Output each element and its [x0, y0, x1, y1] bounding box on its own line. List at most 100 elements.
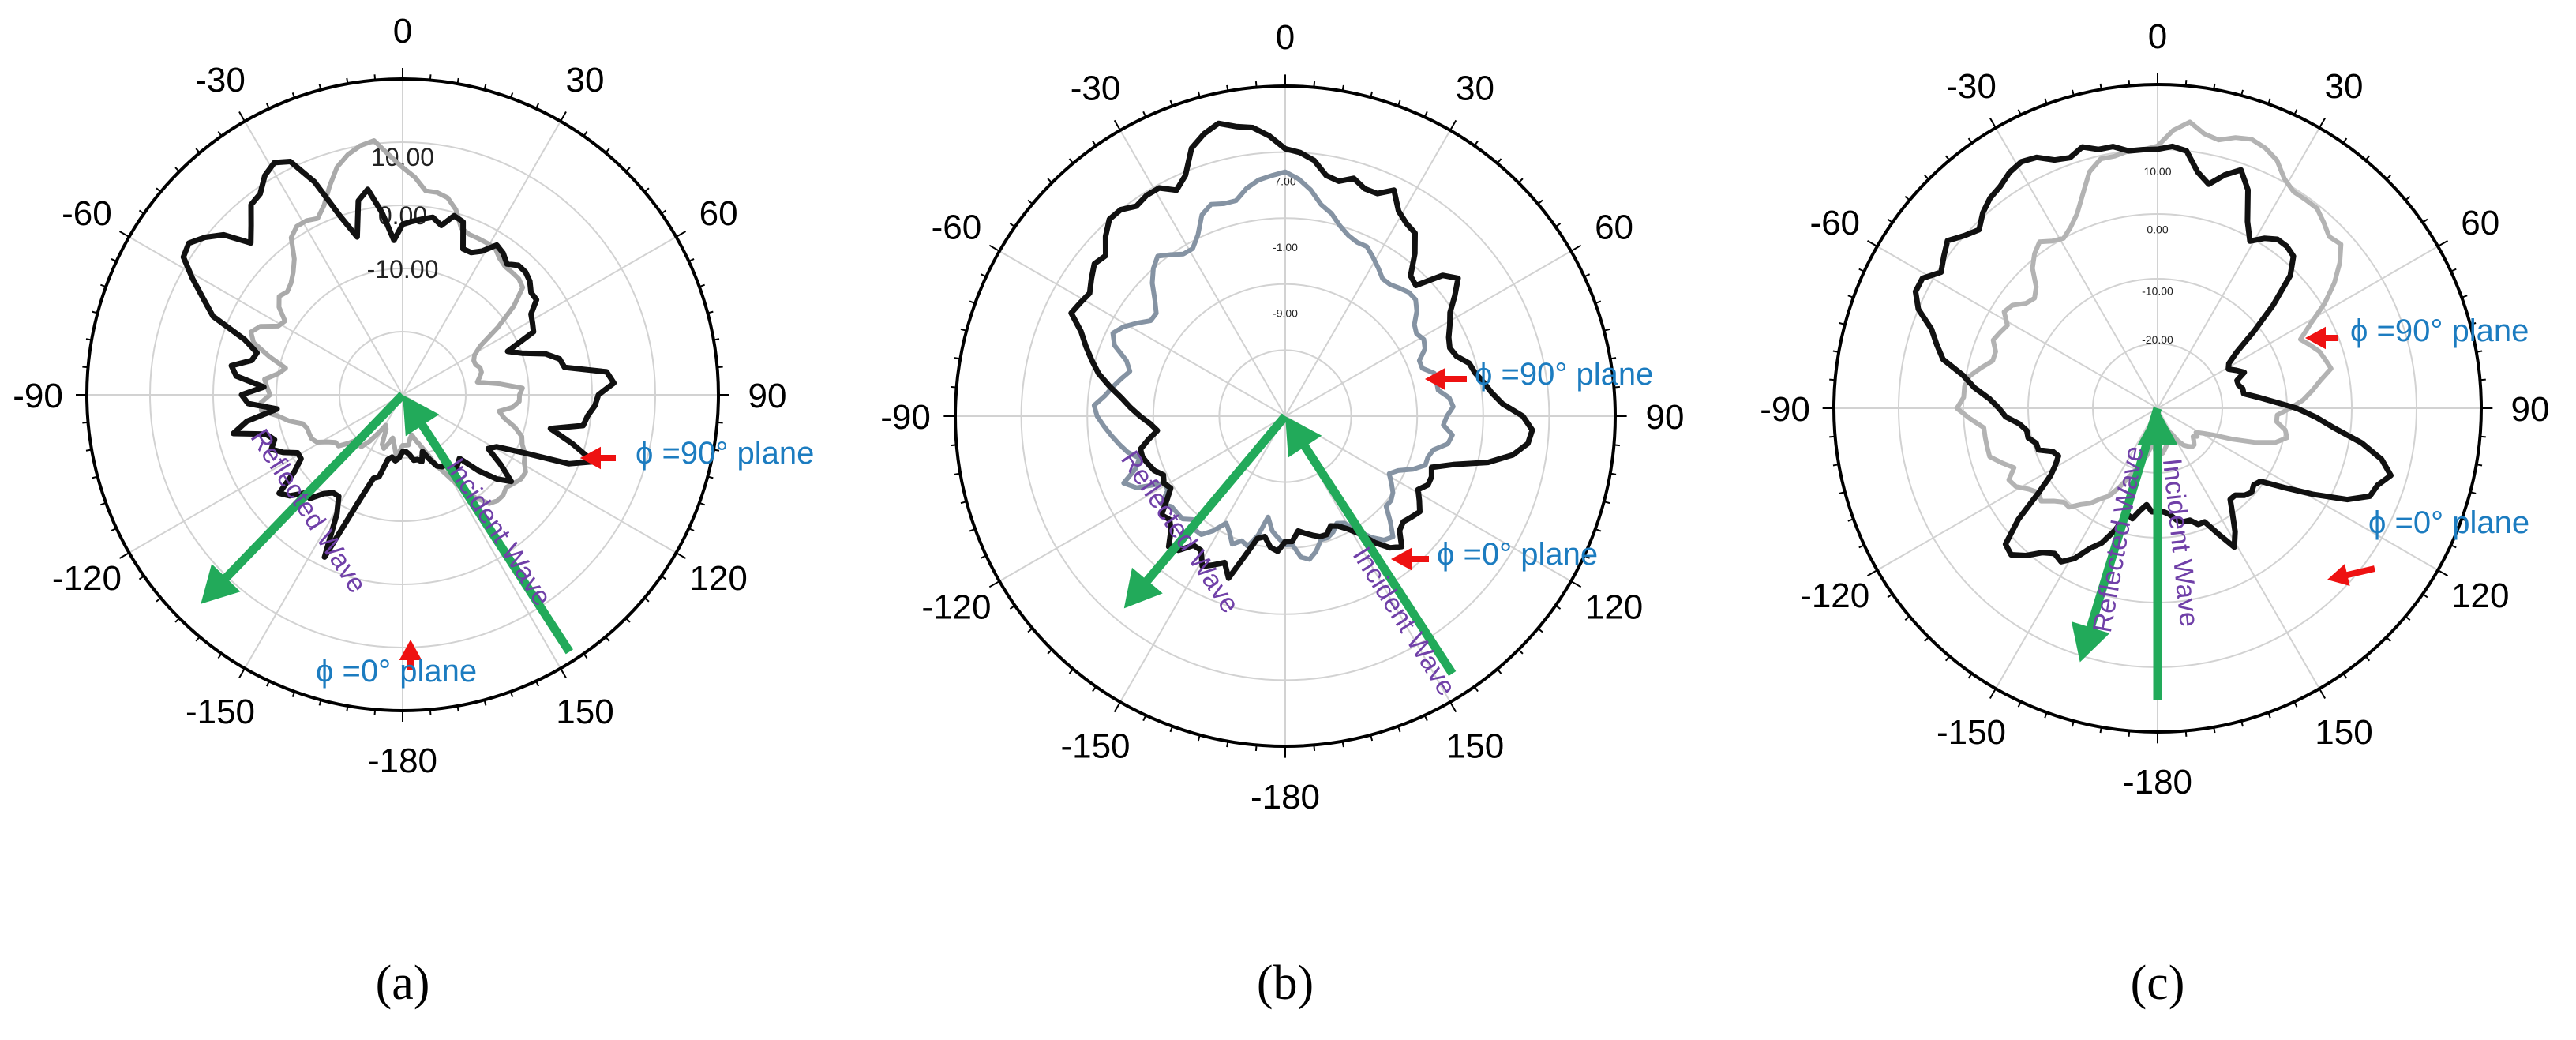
angle-tick-mark	[1009, 223, 1016, 228]
angle-tick-mark	[605, 636, 610, 642]
angle-tick-label: -150	[1937, 713, 2006, 752]
angle-tick-mark	[1397, 726, 1401, 733]
angle-tick-mark	[2405, 195, 2411, 201]
angle-tick-mark	[2476, 350, 2483, 353]
angle-tick-mark	[713, 449, 720, 452]
angle-tick-mark	[707, 310, 714, 314]
angle-tick-mark	[1832, 350, 1839, 353]
angle-tick-mark	[2128, 730, 2131, 737]
angle-tick-mark	[1887, 218, 1893, 223]
angle-tick-mark	[1068, 158, 1074, 164]
angle-tick-label: 120	[689, 559, 747, 598]
angle-tick-mark	[2422, 218, 2428, 223]
angle-tick-label: 60	[1595, 208, 1633, 247]
angle-tick-mark	[1142, 715, 1147, 722]
angle-tick-mark	[1473, 685, 1479, 693]
radial-tick-label: 0.00	[2147, 223, 2168, 236]
angle-tick-mark	[2044, 98, 2048, 105]
angle-tick-mark	[1595, 528, 1602, 532]
polar-chart-c: 0 30 60 90 120 150 -180 -150 -120 -90 -60 -30 10.00 0…	[1760, 17, 2549, 802]
annotation-pointer-head	[580, 446, 601, 470]
angle-tick-mark	[1847, 295, 1854, 298]
angle-tick-mark	[1554, 223, 1562, 228]
angle-tick-label: 30	[1456, 69, 1494, 107]
angle-tick-mark	[2072, 89, 2075, 96]
angle-tick-mark	[2461, 295, 2468, 298]
polar-chart-a: 0306090120150-180-150-120-90-60-3010.000…	[13, 12, 814, 780]
angle-tick-mark	[1924, 636, 1929, 642]
angle-tick-mark	[2461, 518, 2468, 522]
angle-tick-mark	[1989, 688, 1997, 699]
angle-tick-label: -180	[1251, 778, 1320, 817]
angle-tick-mark	[1904, 615, 1910, 621]
angle-tick-label: 0	[2148, 17, 2167, 56]
angle-tick-mark	[509, 92, 514, 99]
angle-tick-mark	[699, 501, 705, 506]
angle-tick-label: -90	[13, 377, 63, 415]
grid-spoke	[402, 121, 561, 396]
angle-tick-mark	[195, 148, 201, 154]
angle-tick-label: 150	[556, 693, 613, 731]
angle-tick-mark	[1197, 91, 1201, 98]
angle-tick-mark	[535, 681, 539, 687]
angle-tick-mark	[118, 231, 130, 238]
angle-tick-mark	[988, 244, 1000, 252]
angle-tick-mark	[1496, 668, 1502, 674]
angle-tick-mark	[1858, 544, 1865, 549]
radial-tick-label: -10.00	[2142, 285, 2173, 298]
angle-tick-mark	[2342, 137, 2348, 144]
angle-tick-mark	[1829, 378, 1835, 381]
angle-tick-mark	[1341, 741, 1344, 748]
angle-tick-mark	[456, 705, 459, 712]
angle-tick-mark	[625, 167, 631, 172]
angle-tick-mark	[2364, 155, 2371, 161]
angle-tick-mark	[688, 528, 695, 531]
angle-tick-mark	[217, 130, 223, 137]
angle-tick-mark	[1370, 734, 1374, 742]
annotation-pointer-head	[399, 640, 422, 660]
angle-tick-mark	[266, 103, 270, 109]
annotation-phi0: ϕ =0° plane	[316, 654, 477, 689]
angle-tick-mark	[2480, 378, 2486, 381]
angle-tick-mark	[2293, 109, 2298, 115]
angle-tick-mark	[643, 597, 650, 603]
angle-tick-mark	[954, 357, 961, 360]
angle-tick-mark	[675, 552, 687, 559]
panel-caption: (b)	[1257, 956, 1314, 1010]
angle-tick-mark	[2476, 464, 2483, 467]
angle-tick-mark	[951, 385, 957, 389]
angle-tick-mark	[1254, 81, 1258, 88]
reflected-wave-arrow	[216, 392, 406, 588]
angle-tick-mark	[688, 258, 695, 262]
angle-tick-mark	[1867, 239, 1878, 247]
angle-tick-mark	[717, 366, 723, 369]
angle-tick-mark	[238, 667, 246, 679]
angle-tick-mark	[2386, 636, 2391, 642]
grid-spoke	[402, 394, 677, 554]
angle-tick-mark	[92, 310, 98, 314]
angle-tick-label: 90	[1646, 398, 1685, 437]
angle-tick-mark	[1423, 111, 1428, 118]
angle-tick-mark	[605, 148, 610, 154]
grid-spoke	[1995, 127, 2158, 409]
angle-tick-mark	[1570, 244, 1582, 252]
angle-tick-mark	[2184, 80, 2188, 86]
grid-spoke	[129, 236, 403, 396]
annotation-phi0: ϕ =0° plane	[1437, 537, 1598, 572]
angle-tick-mark	[456, 77, 459, 84]
angle-tick-label: -120	[1800, 576, 1869, 615]
angle-tick-mark	[1169, 726, 1173, 733]
angle-tick-mark	[1142, 111, 1147, 118]
angle-tick-mark	[675, 231, 687, 238]
angle-tick-mark	[2240, 720, 2244, 727]
angle-tick-mark	[583, 130, 588, 137]
angle-tick-mark	[960, 501, 967, 505]
grid-spoke	[402, 236, 677, 396]
angle-tick-mark	[118, 552, 130, 559]
incident-wave-arrow	[1295, 436, 1457, 677]
angle-tick-mark	[969, 528, 976, 532]
angle-tick-mark	[1370, 91, 1374, 98]
angle-tick-label: 150	[2315, 713, 2372, 752]
angle-tick-mark	[2450, 268, 2457, 272]
